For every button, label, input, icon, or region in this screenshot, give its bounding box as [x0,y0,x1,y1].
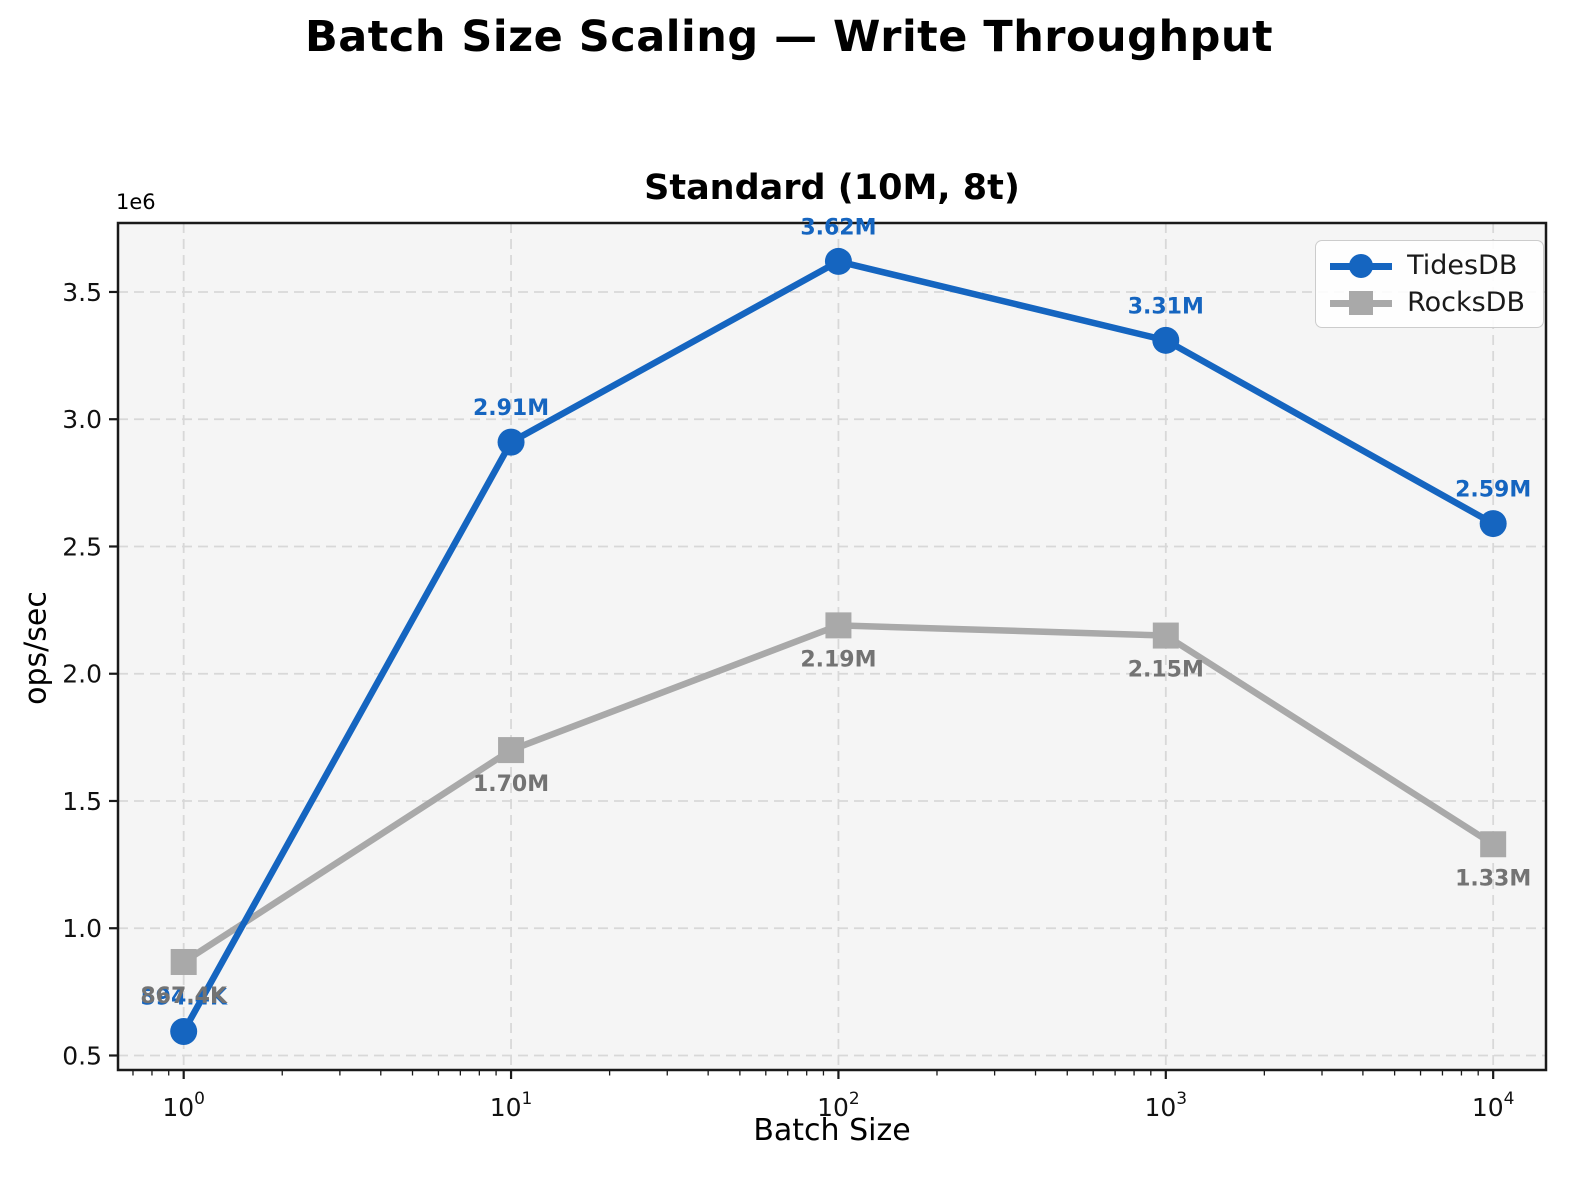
data-point-tidesdb [824,247,852,275]
point-label-tidesdb: 3.62M [800,215,876,240]
legend: TidesDB RocksDB [1315,240,1544,328]
point-label-tidesdb: 2.91M [473,396,549,421]
legend-label-rocksdb: RocksDB [1407,287,1525,318]
point-label-rocksdb: 2.19M [800,647,876,672]
tidesdb-line-marker-icon [1330,253,1393,279]
data-point-tidesdb [497,428,525,456]
legend-entry-rocksdb: RocksDB [1330,289,1525,316]
point-label-tidesdb: 594.4K [140,985,228,1010]
data-point-tidesdb [1479,510,1507,538]
point-label-rocksdb: 1.70M [473,772,549,797]
point-label-tidesdb: 2.59M [1455,478,1531,503]
figure-title: Batch Size Scaling — Write Throughput [304,12,1274,62]
point-label-rocksdb: 867.4K [140,984,228,1009]
y-tick-label: 2.5 [62,532,102,561]
legend-label-tidesdb: TidesDB [1407,250,1518,281]
plot-area: 0.5 1.0 1.5 2.0 2.5 3.0 3.5 100 101 102 103 104 594.… [62,215,1548,1122]
data-point-rocksdb [170,948,197,975]
data-point-tidesdb [1152,326,1180,354]
rocksdb-line-marker-icon [1330,290,1393,316]
x-tick-label: 104 [1472,1089,1515,1122]
x-tick-label: 100 [162,1089,205,1122]
data-point-rocksdb [1152,622,1179,649]
y-axis-offset-label: 1e6 [116,190,156,214]
data-point-tidesdb [170,1017,198,1045]
y-tick-label: 3.0 [62,405,102,434]
y-axis-label: ops/sec [18,591,54,705]
y-tick-label: 3.5 [62,278,102,307]
y-tick-label: 2.0 [62,660,102,689]
data-point-rocksdb [498,737,525,764]
point-label-rocksdb: 1.33M [1455,866,1531,891]
y-tick-label: 1.5 [62,787,102,816]
y-tick-label: 1.0 [62,914,102,943]
x-tick-label: 102 [817,1089,860,1122]
axes-title: Standard (10M, 8t) [644,168,1020,208]
plot-border [116,221,1548,1072]
x-tick-label: 101 [490,1089,533,1122]
y-tick-label: 0.5 [62,1041,102,1070]
data-point-rocksdb [1480,831,1507,858]
legend-entry-tidesdb: TidesDB [1330,252,1525,279]
data-point-rocksdb [825,612,852,639]
point-label-rocksdb: 2.15M [1128,658,1204,683]
point-label-tidesdb: 3.31M [1128,294,1204,319]
x-axis-label: Batch Size [753,1113,911,1148]
x-tick-label: 103 [1144,1089,1187,1122]
chart-canvas: 0.5 1.0 1.5 2.0 2.5 3.0 3.5 100 101 102 103 104 594.… [62,215,1548,1122]
